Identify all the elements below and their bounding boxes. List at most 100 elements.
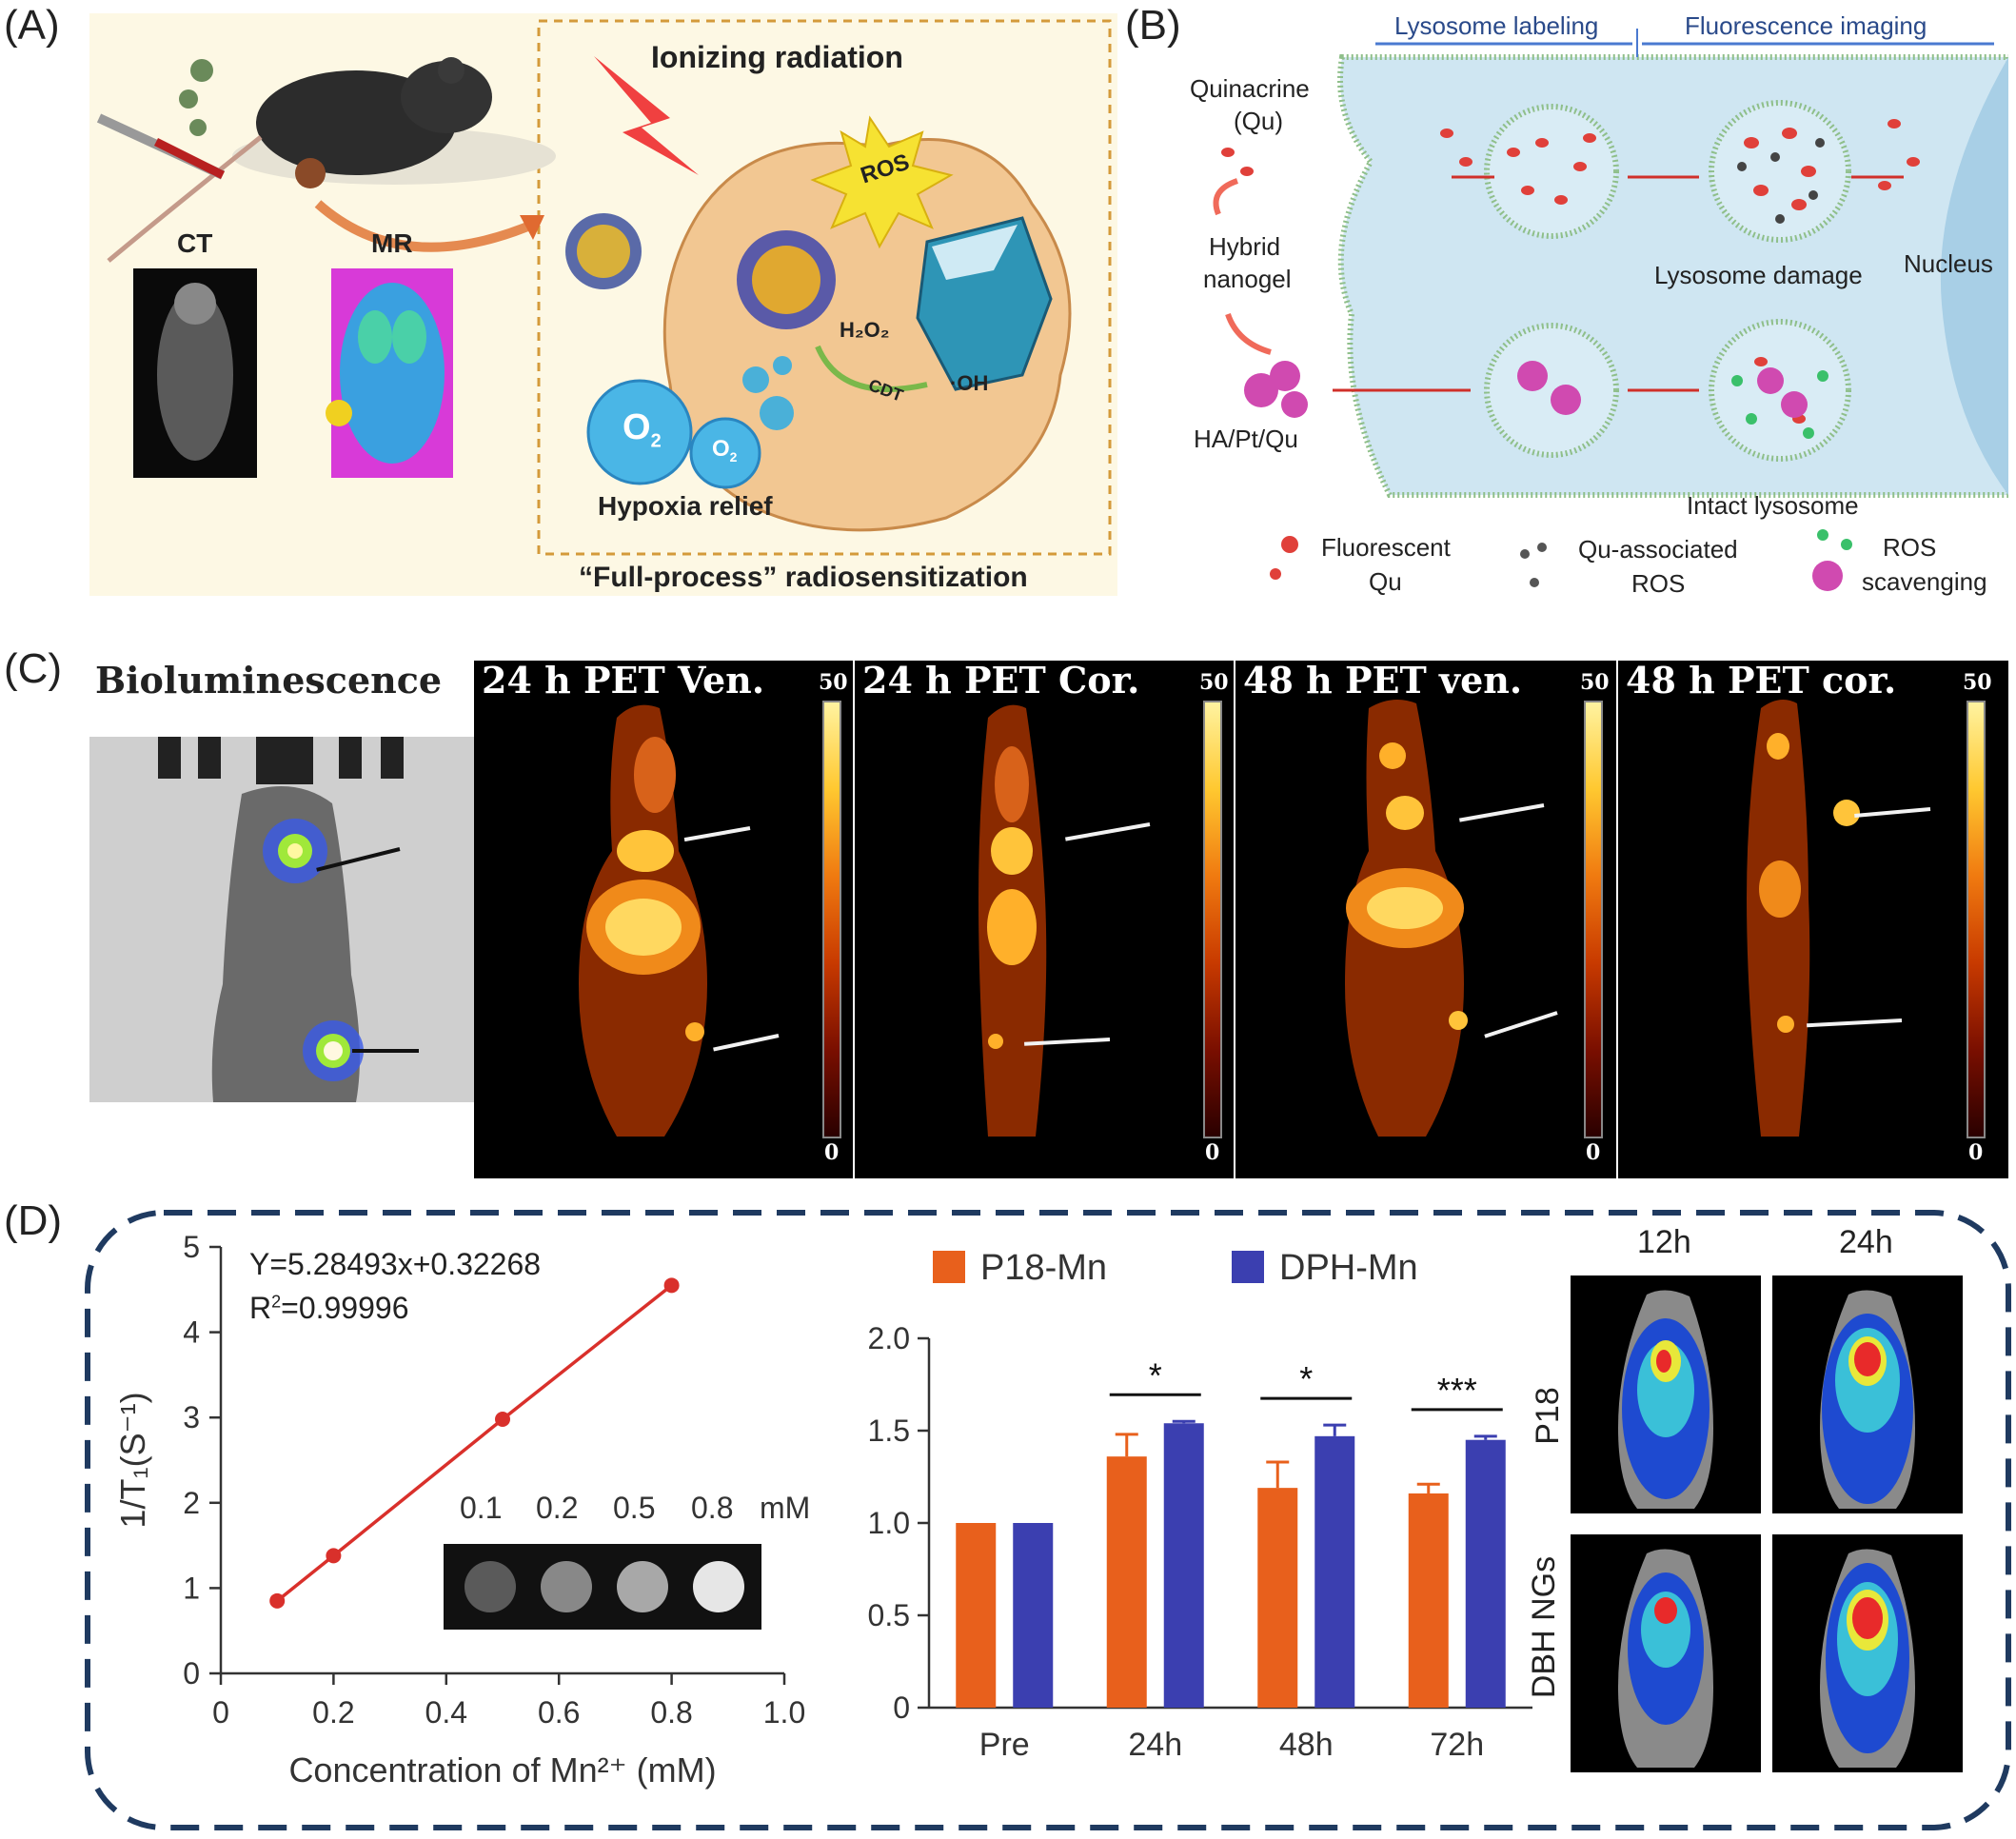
- bar: [1257, 1488, 1298, 1708]
- legend-label: DPH-Mn: [1279, 1248, 1418, 1288]
- fluorescence-imaging-header: Fluorescence imaging: [1685, 11, 1927, 40]
- y-tick-label: 1.5: [868, 1414, 910, 1448]
- nucleus-label: Nucleus: [1904, 249, 1993, 278]
- ct-label: CT: [177, 228, 213, 258]
- x-tick-label: 1.0: [763, 1695, 805, 1730]
- signal-ratio-bar-chart: 0 0.5 1.0 1.5 2.0 Pre 24h * 48h * 72h *** P18-Mn DPH-…: [868, 1248, 1532, 1763]
- ionizing-radiation-label: Ionizing radiation: [651, 40, 903, 74]
- bio-img-p18-24h: [1772, 1275, 1963, 1513]
- x-tick-label: 24h: [1128, 1727, 1182, 1763]
- bioluminescence-image: [89, 737, 474, 1102]
- pet-title-3: 48 h PET ven.: [1243, 659, 1523, 702]
- x-tick-label: 0.4: [425, 1695, 467, 1730]
- pet-panel-2: [855, 661, 1234, 1178]
- x-tick-label: 0: [212, 1695, 229, 1730]
- significance-marker: *: [1149, 1355, 1162, 1394]
- bar: [1408, 1493, 1449, 1708]
- mn-relaxivity-chart: 0 1 2 3 4 5 0 0.2 0.4 0.6 0.8 1.0 Concentration of M…: [113, 1230, 805, 1790]
- panel-b-illustration: [1213, 29, 2011, 591]
- lysosome-damage-label: Lysosome damage: [1654, 261, 1863, 289]
- legend-qu-ros-label: Qu-associated: [1578, 535, 1738, 564]
- scale-max-3: 50: [1580, 670, 1610, 695]
- quinacrine-abbrev-label: (Qu): [1234, 107, 1283, 135]
- oh-label: ·OH: [950, 371, 989, 395]
- quinacrine-label: Quinacrine: [1190, 74, 1310, 103]
- inset-well-2: [541, 1561, 592, 1612]
- data-point: [495, 1411, 510, 1427]
- x-tick-label: 0.2: [312, 1695, 354, 1730]
- mri-inset-image: [444, 1544, 761, 1630]
- inset-label-1: 0.1: [460, 1491, 503, 1525]
- panel-c-label: (C): [4, 645, 63, 692]
- inset-well-3: [617, 1561, 668, 1612]
- panel-b-label: (B): [1125, 2, 1181, 49]
- bioluminescence-title: Bioluminescence: [95, 659, 443, 702]
- legend-ros-label: ROS: [1631, 569, 1686, 598]
- panel-d-dashed-border: [85, 1210, 2011, 1830]
- colorbar-2: [1203, 701, 1222, 1138]
- y-tick-label: 0: [183, 1656, 200, 1691]
- y-tick-label: 0.5: [868, 1598, 910, 1632]
- bar: [1465, 1439, 1506, 1708]
- x-tick-label: Pre: [979, 1727, 1030, 1763]
- nanogel-label: nanogel: [1203, 265, 1292, 293]
- bar: [956, 1523, 997, 1708]
- x-tick-label: 0.8: [650, 1695, 692, 1730]
- legend-qu-label: Qu: [1369, 567, 1402, 596]
- regression-line: [276, 1283, 673, 1603]
- o2-bubble-label-1: O2: [623, 407, 662, 452]
- pet-title-4: 48 h PET cor.: [1626, 659, 1897, 702]
- pet-title-1: 24 h PET Ven.: [482, 659, 765, 702]
- scale-min-4: 0: [1968, 1140, 1984, 1165]
- row-label-p18: P18: [1529, 1387, 1566, 1445]
- panel-a-label: (A): [4, 2, 60, 49]
- intact-lysosome-label: Intact lysosome: [1687, 491, 1859, 520]
- y-tick-label: 3: [183, 1400, 200, 1434]
- scale-min-1: 0: [824, 1140, 840, 1165]
- pet-panel-3: [1235, 661, 1616, 1178]
- y-tick-label: 2: [183, 1486, 200, 1520]
- mr-label: MR: [371, 228, 413, 258]
- scale-max-1: 50: [819, 670, 848, 695]
- x-axis-label: Concentration of Mn²⁺ (mM): [288, 1750, 716, 1790]
- bio-arrow-2: [352, 1049, 419, 1053]
- legend-ros-scav-label: ROS: [1883, 533, 1937, 562]
- legend-swatch: [1232, 1251, 1264, 1283]
- col-label-24h: 24h: [1839, 1224, 1893, 1260]
- panel-a-figure: Ionizing radiation ROS H₂O₂ CDT ·OH O2 O…: [89, 13, 1117, 596]
- data-point: [663, 1277, 680, 1294]
- bio-img-p18-12h: [1571, 1275, 1761, 1513]
- inset-well-1: [464, 1561, 516, 1612]
- scale-min-3: 0: [1586, 1140, 1601, 1165]
- regression-equation: Y=5.28493x+0.32268: [249, 1247, 542, 1281]
- radiosensitization-caption: “Full-process” radiosensitization: [579, 562, 1028, 593]
- x-tick-label: 72h: [1430, 1727, 1484, 1763]
- legend-label: P18-Mn: [980, 1248, 1107, 1288]
- colorbar-1: [822, 701, 841, 1138]
- colorbar-4: [1967, 701, 1986, 1138]
- scale-min-2: 0: [1205, 1140, 1220, 1165]
- hapt-label: HA/Pt/Qu: [1194, 425, 1298, 453]
- significance-marker: *: [1299, 1359, 1313, 1398]
- panel-a-illustration: [96, 19, 1112, 556]
- inset-label-2: 0.2: [536, 1491, 579, 1525]
- inset-unit-label: mM: [760, 1491, 811, 1525]
- y-axis-label: 1/T₁(S⁻¹): [113, 1392, 152, 1528]
- y-tick-label: 1.0: [868, 1506, 910, 1540]
- significance-marker: ***: [1437, 1371, 1477, 1410]
- inset-label-3: 0.5: [613, 1491, 656, 1525]
- o2-bubble-label-2: O2: [712, 436, 738, 465]
- legend-scavenging-label: scavenging: [1862, 567, 1987, 596]
- pet-panel-4: [1618, 661, 2008, 1178]
- pet-title-2: 24 h PET Cor.: [862, 659, 1140, 702]
- panel-d-label: (D): [4, 1197, 63, 1244]
- y-tick-label: 2.0: [868, 1321, 910, 1355]
- inset-label-4: 0.8: [691, 1491, 734, 1525]
- legend-swatch: [933, 1251, 965, 1283]
- y-tick-label: 0: [893, 1691, 910, 1725]
- r-squared: R2=0.99996: [249, 1291, 409, 1325]
- y-tick-label: 4: [183, 1315, 200, 1350]
- hypoxia-relief-label: Hypoxia relief: [598, 491, 773, 521]
- y-tick-label: 1: [183, 1571, 200, 1605]
- bar: [1013, 1523, 1054, 1708]
